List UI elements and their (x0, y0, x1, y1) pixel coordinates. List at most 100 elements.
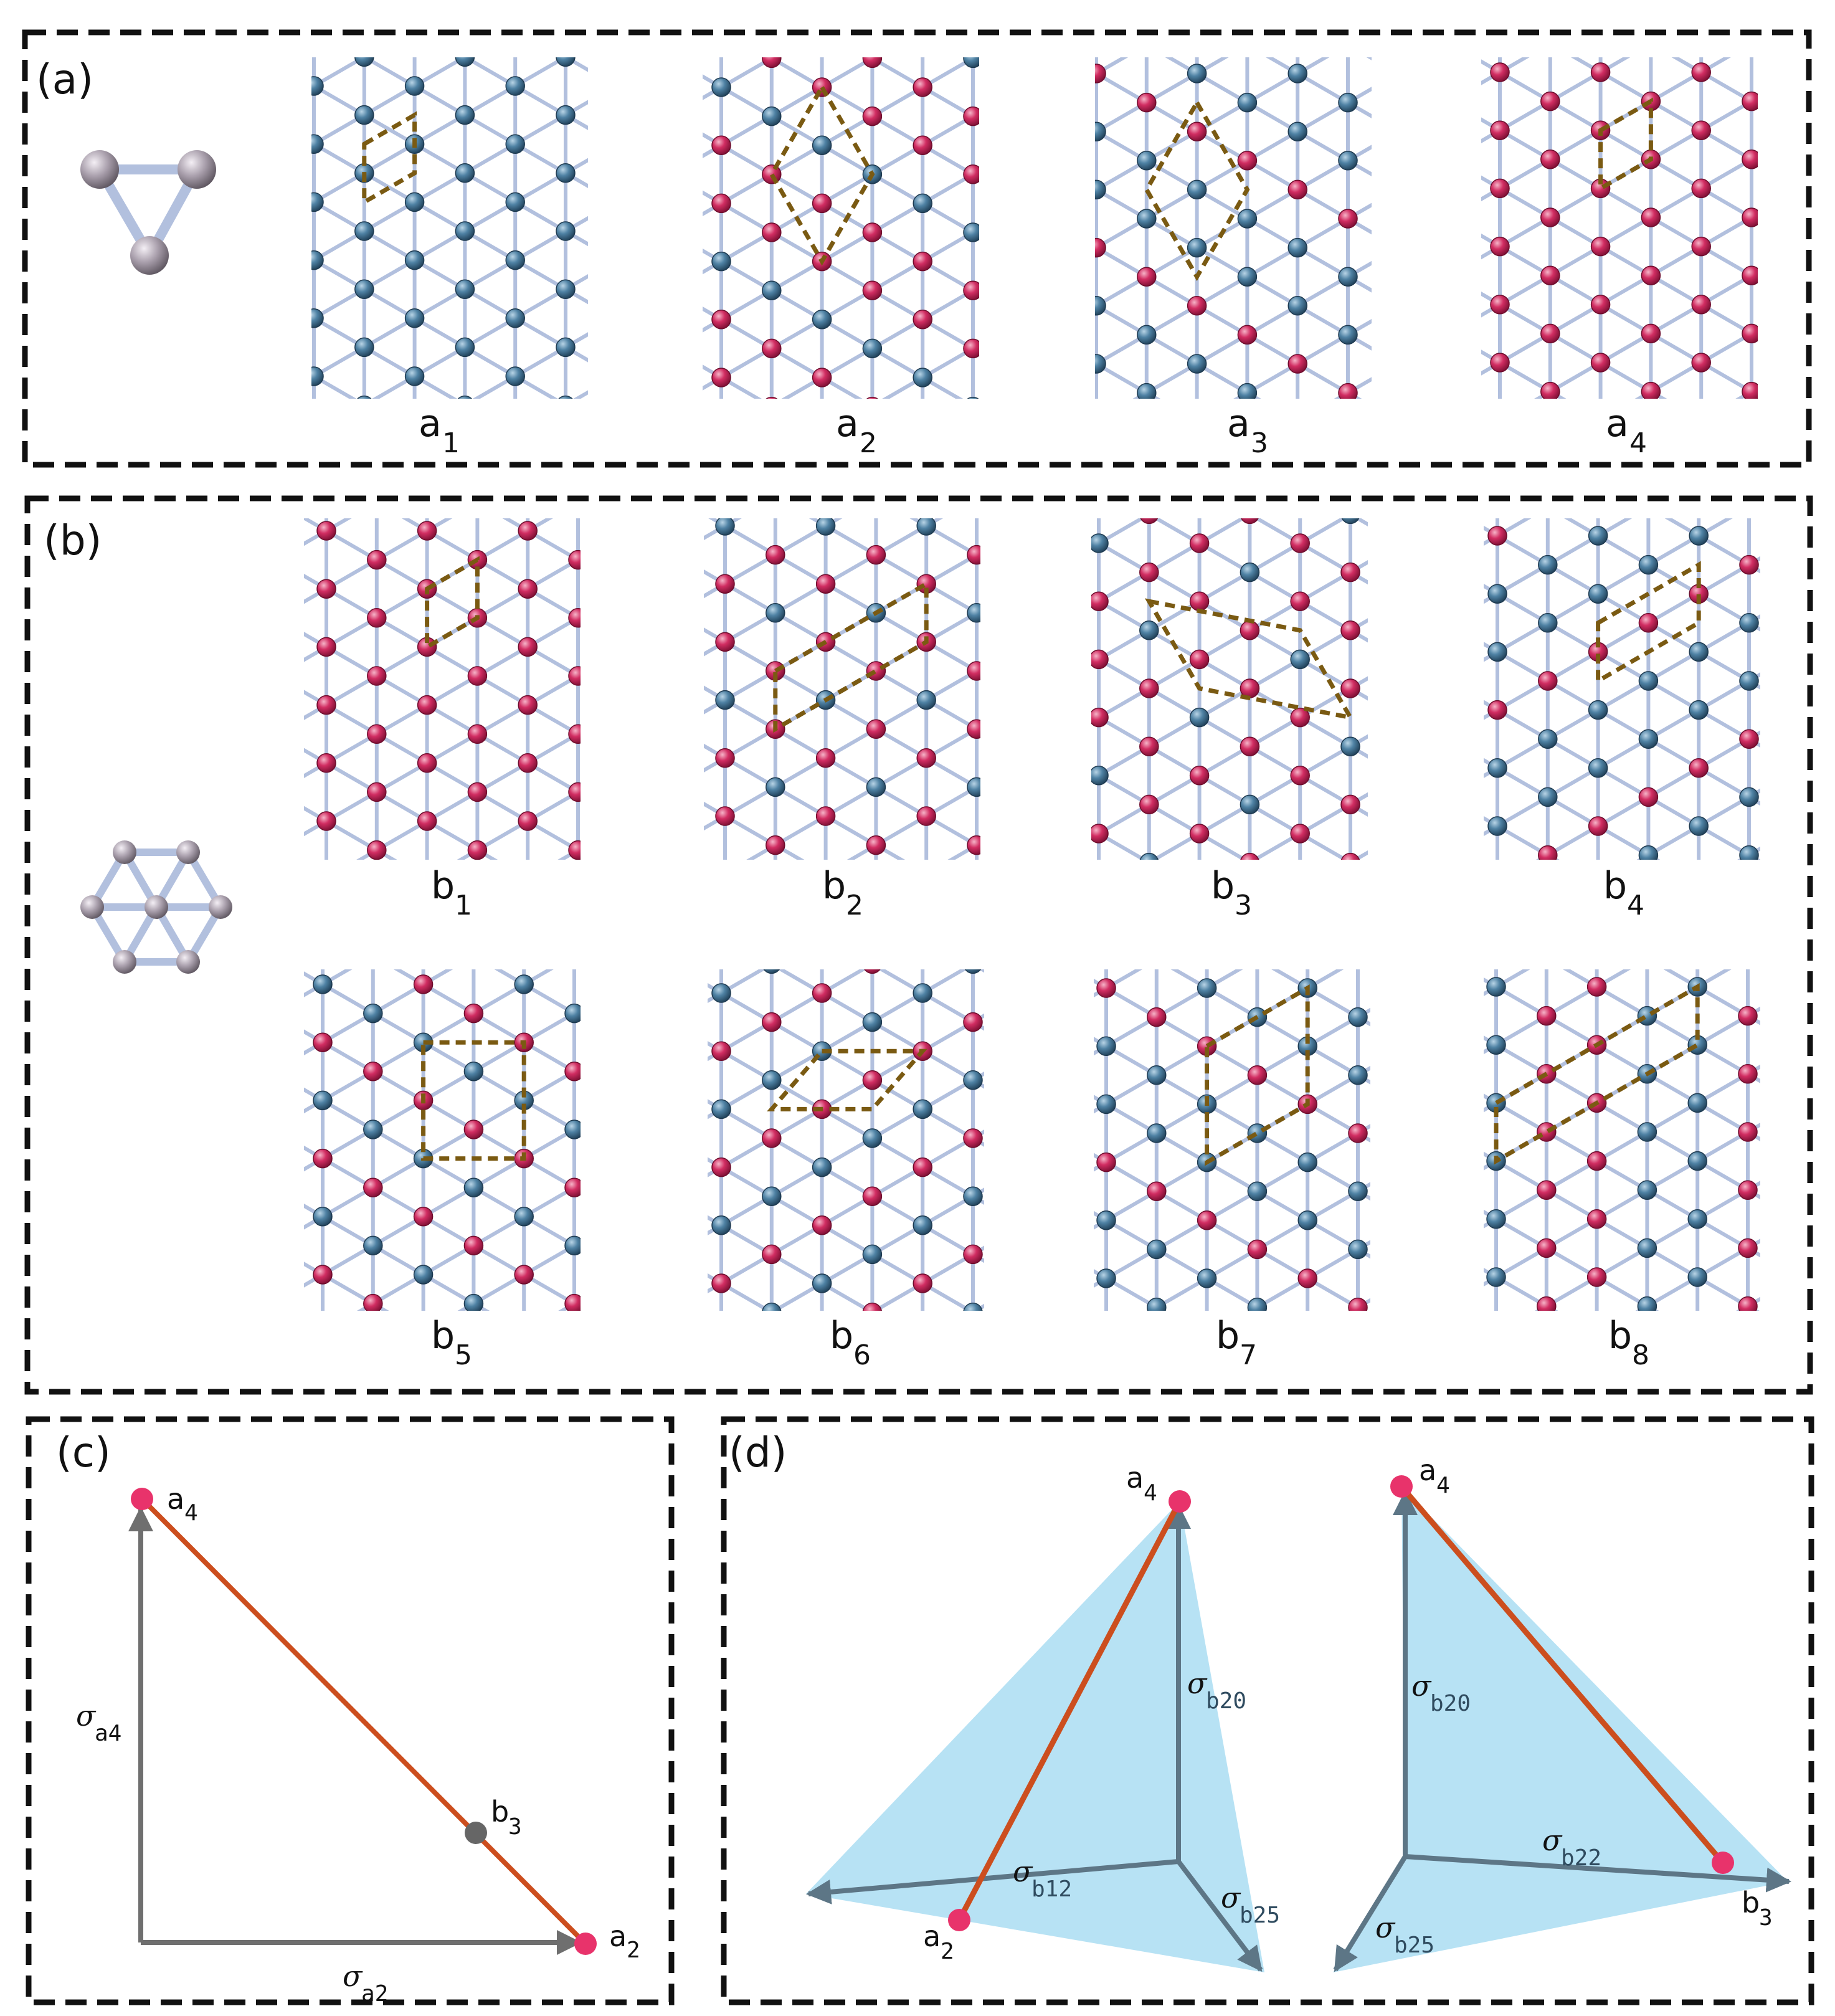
svg-text:4: 4 (1629, 427, 1647, 459)
atom-red (363, 1062, 383, 1082)
atom-red (1641, 207, 1661, 227)
atom-red (568, 549, 581, 570)
motif-atom (80, 895, 104, 919)
atom-blue (1538, 787, 1558, 807)
atom-red (367, 666, 387, 686)
atom-red (862, 57, 883, 69)
atom-blue (1287, 296, 1307, 316)
tile-label-a4: a 4 (1606, 402, 1647, 459)
atom-red (367, 782, 387, 802)
atom-red (711, 1157, 731, 1177)
tile-label-b8: b 8 (1608, 1314, 1649, 1371)
unit-cell-outline (773, 580, 929, 733)
atom-red (1340, 562, 1360, 582)
atom-blue (913, 983, 932, 1003)
tile-label-a1: a 1 (419, 402, 460, 459)
atom-blue (1287, 64, 1307, 83)
atom-blue (913, 193, 932, 214)
atom-red (568, 724, 581, 744)
atom-red (967, 544, 980, 565)
atom-red (1490, 178, 1510, 199)
atom-red (963, 1244, 983, 1265)
atom-blue (1147, 949, 1166, 968)
point-b3-label: b (491, 1795, 509, 1828)
atom-red (866, 835, 886, 855)
atom-red (862, 106, 883, 126)
svg-text:4: 4 (1144, 1480, 1157, 1506)
atom-red (812, 368, 832, 388)
tile-label-a3: a 3 (1227, 402, 1268, 459)
atom-red (913, 251, 932, 272)
svg-text:7: 7 (1240, 1339, 1257, 1371)
atom-blue (1187, 64, 1207, 83)
atom-red (1241, 518, 1259, 525)
atom-blue (762, 1070, 782, 1090)
atom-blue (311, 366, 324, 386)
atom-blue (1096, 1036, 1116, 1056)
atom-blue (1348, 1181, 1368, 1201)
atom-blue (1147, 1123, 1167, 1143)
unit-cell-outline (421, 1040, 526, 1161)
atom-blue (1637, 1238, 1657, 1258)
atom-red (1197, 1210, 1217, 1230)
svg-text:b22: b22 (1561, 1845, 1601, 1871)
svg-text:a: a (1227, 402, 1250, 445)
bond-network (708, 969, 984, 1311)
atom-red (1095, 237, 1106, 258)
panel-b-frame (24, 495, 1813, 1395)
panel-c-plot: a 4 b 3 a 2 σ a4 σ a2 (76, 1482, 640, 2007)
atom-blue (354, 105, 374, 125)
atom-red (862, 280, 883, 300)
atom-red (1641, 381, 1661, 399)
atom-blue (1637, 1006, 1657, 1026)
panel-d-frame (721, 1416, 1814, 2005)
atom-red (1590, 295, 1611, 315)
atom-red (564, 1062, 581, 1082)
atom-red (967, 835, 980, 855)
atom-red (1287, 179, 1307, 200)
svg-text:b12: b12 (1031, 1876, 1072, 1902)
atom-red (1490, 236, 1510, 257)
atom-blue (711, 251, 731, 272)
atom-red (313, 1265, 333, 1285)
svg-text:4: 4 (184, 1500, 198, 1526)
atom-blue (404, 192, 425, 212)
atom-red (1189, 591, 1210, 611)
atom-red (711, 310, 731, 330)
atom-red (518, 637, 538, 657)
atom-red (1348, 1297, 1368, 1311)
atom-red (862, 222, 883, 242)
atom-blue (1739, 787, 1759, 807)
atom-red (1139, 562, 1159, 582)
atom-red (1540, 150, 1560, 169)
atom-blue (762, 1186, 782, 1206)
motif-atom (113, 840, 136, 864)
atom-red (568, 608, 581, 628)
atom-red (1689, 758, 1709, 778)
atom-blue (455, 57, 475, 67)
atom-blue (313, 974, 333, 994)
atom-red (1588, 816, 1608, 836)
atom-blue (463, 1177, 484, 1197)
atom-red (711, 368, 731, 388)
atom-red (766, 835, 785, 855)
atom-red (1738, 1296, 1758, 1311)
point-a4-label: a (167, 1482, 184, 1516)
atom-red (313, 1032, 333, 1052)
axis-sigma-b25 (1333, 1855, 1408, 1972)
atom-blue (354, 221, 374, 241)
atom-red (1738, 1238, 1758, 1258)
atom-red (815, 806, 836, 826)
atom-blue (963, 57, 979, 69)
atom-blue (1588, 758, 1608, 778)
atom-blue (711, 77, 731, 97)
atom-blue (862, 338, 883, 359)
tile-label-b1: b 1 (431, 864, 472, 921)
atom-blue (964, 969, 982, 974)
atom-red (963, 1012, 983, 1032)
motif-atom (176, 950, 200, 974)
lattice-tile-b7 (1094, 949, 1370, 1311)
atom-blue (558, 395, 573, 399)
atom-blue (963, 1302, 983, 1311)
atom-red (864, 969, 881, 974)
